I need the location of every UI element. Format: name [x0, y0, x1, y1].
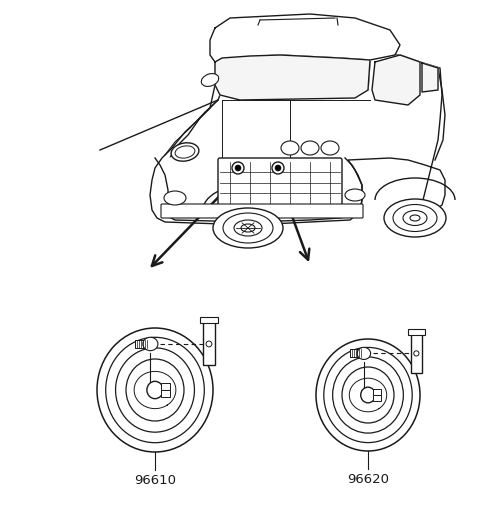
Bar	[161, 383, 169, 391]
Ellipse shape	[281, 141, 299, 155]
Bar	[135, 340, 147, 348]
Text: 1129AM: 1129AM	[331, 404, 382, 417]
Bar	[200, 317, 218, 323]
Bar	[373, 395, 381, 401]
Ellipse shape	[164, 191, 186, 205]
Bar	[203, 322, 216, 365]
Ellipse shape	[357, 347, 371, 360]
Circle shape	[272, 162, 284, 174]
Polygon shape	[422, 63, 438, 92]
Polygon shape	[372, 55, 420, 105]
Text: 96620: 96620	[347, 473, 389, 486]
Ellipse shape	[384, 199, 446, 237]
Bar	[373, 389, 381, 395]
Ellipse shape	[143, 337, 158, 351]
FancyBboxPatch shape	[161, 204, 363, 218]
Ellipse shape	[171, 143, 199, 161]
Ellipse shape	[345, 189, 365, 201]
Bar	[410, 333, 422, 373]
Bar	[350, 349, 361, 358]
Ellipse shape	[201, 74, 219, 86]
Polygon shape	[210, 14, 400, 62]
Bar	[408, 329, 425, 334]
Polygon shape	[215, 55, 370, 100]
FancyBboxPatch shape	[218, 158, 342, 207]
Ellipse shape	[97, 328, 213, 452]
Text: 1129AM: 1129AM	[117, 400, 168, 413]
Polygon shape	[155, 158, 362, 222]
Circle shape	[235, 165, 241, 171]
Ellipse shape	[361, 387, 375, 403]
Text: 96610: 96610	[134, 474, 176, 487]
Ellipse shape	[234, 220, 262, 236]
Ellipse shape	[213, 208, 283, 248]
Bar	[161, 390, 169, 397]
Ellipse shape	[321, 141, 339, 155]
Circle shape	[275, 165, 281, 171]
Ellipse shape	[301, 141, 319, 155]
Polygon shape	[150, 55, 445, 225]
Circle shape	[232, 162, 244, 174]
Ellipse shape	[403, 211, 427, 225]
Ellipse shape	[147, 381, 163, 399]
Ellipse shape	[316, 339, 420, 451]
